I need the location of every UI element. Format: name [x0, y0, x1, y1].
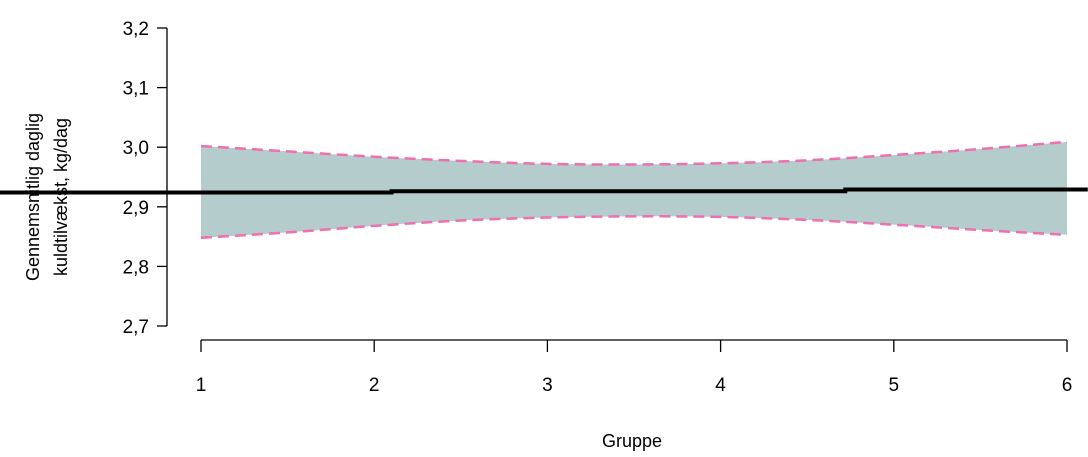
- y-tick-label: 3,0: [123, 138, 149, 159]
- mean-line-layer: [0, 187, 1088, 195]
- upper-bound-line: [200, 140, 1068, 166]
- y-axis: 2,7 2,8 2,9 3,0 3,1 3,2: [123, 19, 168, 338]
- x-tick-label: 3: [542, 375, 553, 396]
- y-tick-label: 2,8: [123, 257, 149, 278]
- x-tick-label: 5: [889, 375, 900, 396]
- y-tick-label: 2,9: [123, 198, 149, 219]
- y-tick-label: 2,7: [123, 317, 149, 338]
- x-tick-label: 4: [715, 375, 726, 396]
- y-axis-title-line-1: Gennemsnitlig daglig: [23, 113, 43, 281]
- y-axis-title-line-2: kuldtilvækst, kg/dag: [51, 118, 71, 276]
- x-tick-label: 2: [369, 375, 380, 396]
- y-tick-label: 3,2: [123, 19, 149, 40]
- x-axis: 1 2 3 4 5 6: [196, 339, 1073, 396]
- x-tick-label: 1: [196, 375, 207, 396]
- x-tick-label: 6: [1062, 375, 1073, 396]
- x-axis-title: Gruppe: [602, 431, 662, 451]
- lower-bound-line: [200, 215, 1068, 240]
- y-tick-label: 3,1: [123, 79, 149, 100]
- mean-line: [0, 187, 1088, 195]
